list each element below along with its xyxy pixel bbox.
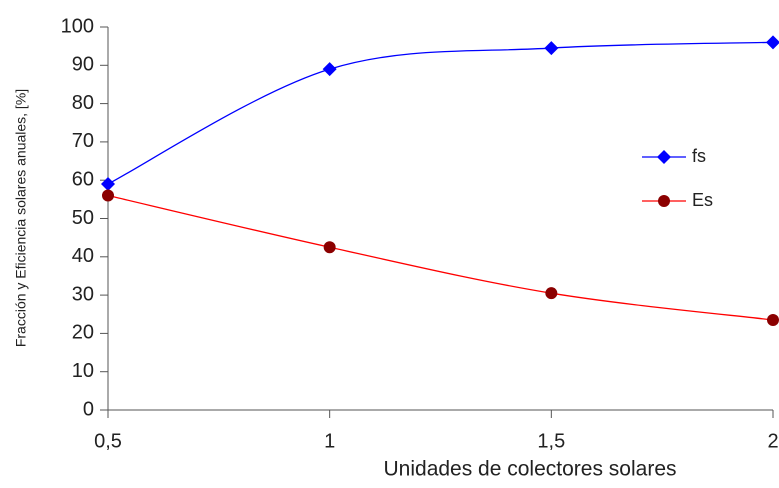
y-axis-label: Fracción y Eficiencia solares anuales, [… <box>13 89 29 347</box>
x-tick-label: 2 <box>767 430 778 452</box>
legend-label: Es <box>692 190 713 210</box>
y-tick-label: 80 <box>72 92 94 114</box>
line <box>107 41 774 185</box>
marker <box>322 62 337 77</box>
x-tick-label: 1 <box>324 430 335 452</box>
marker <box>766 35 779 50</box>
y-tick-label: 20 <box>72 322 94 344</box>
marker <box>323 241 336 254</box>
legend-marker <box>657 150 671 164</box>
y-tick-label: 10 <box>72 360 94 382</box>
marker <box>545 287 558 300</box>
x-tick-label: 1,5 <box>537 430 565 452</box>
legend-marker <box>658 195 670 207</box>
marker <box>102 189 114 202</box>
marker <box>767 313 779 326</box>
x-axis-label: Unidades de colectores solares <box>384 458 677 481</box>
marker <box>101 177 115 192</box>
y-tick-label: 30 <box>72 283 94 305</box>
y-tick-label: 70 <box>72 130 94 152</box>
y-tick-label: 0 <box>83 398 94 420</box>
line <box>107 194 774 321</box>
marker <box>544 41 559 56</box>
y-tick-label: 50 <box>72 207 94 229</box>
x-tick-label: 0,5 <box>94 430 122 452</box>
y-tick-label: 100 <box>61 15 94 37</box>
legend-label: fs <box>692 146 706 166</box>
y-tick-label: 60 <box>72 168 94 190</box>
y-tick-label: 90 <box>72 54 94 76</box>
y-tick-label: 40 <box>72 245 94 267</box>
